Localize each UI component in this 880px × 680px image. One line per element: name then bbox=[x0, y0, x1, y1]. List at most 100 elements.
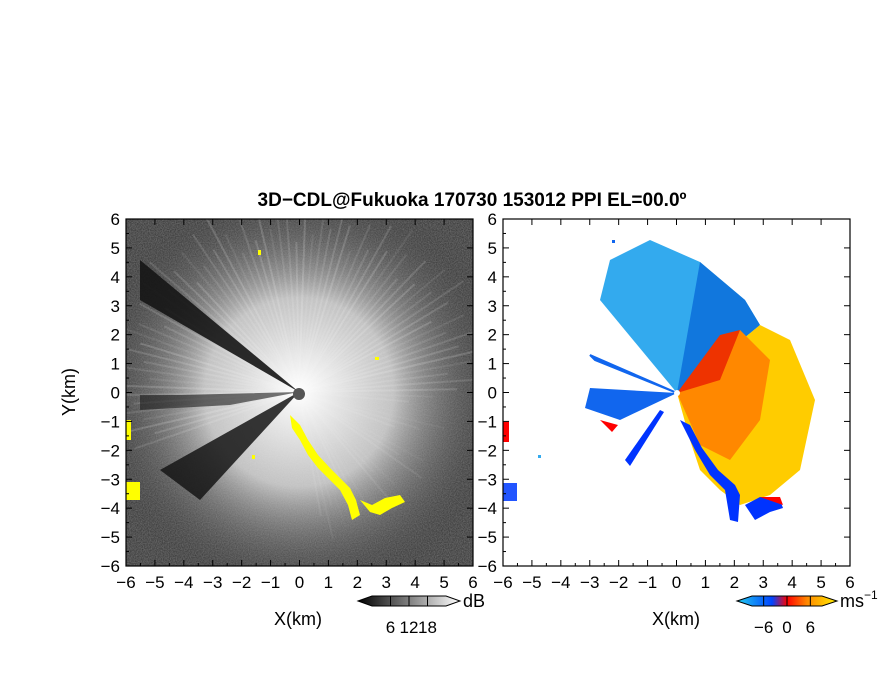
x-tick-label: 1 bbox=[701, 573, 710, 592]
snr-ray bbox=[298, 378, 473, 393]
snr-ray bbox=[258, 219, 300, 393]
snr-field bbox=[126, 219, 473, 566]
velocity-colorbar: −6 0 6 ms −1 bbox=[735, 588, 878, 637]
y-tick-label: 0 bbox=[111, 384, 120, 403]
snr-ray bbox=[298, 391, 396, 428]
snr-xlabel: X(km) bbox=[274, 609, 322, 629]
snr-highlight-dot-1 bbox=[258, 250, 261, 255]
snr-ray bbox=[139, 342, 300, 393]
y-tick-label: 4 bbox=[111, 268, 120, 287]
snr-ylabel: Y(km) bbox=[59, 368, 79, 416]
velocity-colorbar-unit-exponent: −1 bbox=[864, 588, 878, 602]
snr-shadow-sector-3 bbox=[160, 392, 299, 500]
snr-ray bbox=[298, 278, 399, 393]
y-tick-label: −4 bbox=[478, 499, 497, 518]
snr-ray bbox=[298, 229, 414, 393]
chart-title: 3D−CDL@Fukuoka 170730 153012 PPI EL=00.0… bbox=[258, 190, 687, 211]
y-tick-label: −4 bbox=[101, 499, 120, 518]
snr-ray bbox=[298, 391, 375, 474]
snr-ray bbox=[298, 225, 351, 393]
velocity-blue-streak bbox=[625, 410, 664, 466]
snr-ray bbox=[298, 219, 307, 393]
x-tick-label: −2 bbox=[232, 573, 251, 592]
velocity-blue-sector-edge bbox=[677, 262, 760, 393]
snr-colorbar-unit: dB bbox=[463, 591, 485, 611]
y-tick-label: 1 bbox=[111, 355, 120, 374]
x-tick-label: −1 bbox=[638, 573, 657, 592]
x-tick-label: 6 bbox=[845, 573, 854, 592]
y-tick-label: −3 bbox=[101, 470, 120, 489]
y-tick-label: −2 bbox=[101, 441, 120, 460]
snr-ray bbox=[295, 242, 300, 393]
snr-ray bbox=[126, 347, 300, 393]
snr-ray bbox=[126, 391, 300, 433]
y-tick-label: −5 bbox=[101, 528, 120, 547]
snr-ray bbox=[298, 391, 433, 398]
snr-ray bbox=[173, 270, 300, 393]
snr-ray bbox=[298, 388, 457, 393]
snr-ray bbox=[298, 350, 473, 393]
snr-ray bbox=[298, 260, 427, 393]
snr-ray bbox=[205, 219, 300, 393]
x-tick-label: 6 bbox=[468, 573, 477, 592]
snr-ray bbox=[298, 391, 409, 403]
x-tick-label: 0 bbox=[295, 573, 304, 592]
x-tick-label: −1 bbox=[261, 573, 280, 592]
x-tick-label: 1 bbox=[324, 573, 333, 592]
snr-ray bbox=[191, 233, 300, 393]
snr-ray bbox=[298, 391, 397, 486]
snr-ray bbox=[298, 219, 325, 393]
x-tick-label: −5 bbox=[145, 573, 164, 592]
snr-highlight-arc bbox=[290, 415, 360, 520]
snr-ray bbox=[298, 391, 445, 430]
snr-highlight-edge-2 bbox=[126, 482, 140, 500]
snr-shadow-sector-2 bbox=[140, 392, 299, 410]
snr-ray bbox=[126, 391, 300, 397]
velocity-colorbar-unit: ms bbox=[840, 591, 864, 611]
snr-ray bbox=[298, 331, 446, 393]
y-tick-label: 1 bbox=[488, 355, 497, 374]
snr-ray bbox=[139, 302, 300, 393]
snr-ray bbox=[126, 366, 300, 393]
snr-ray bbox=[298, 250, 388, 393]
y-tick-label: 2 bbox=[488, 326, 497, 345]
x-tick-label: −4 bbox=[551, 573, 570, 592]
velocity-dot-1 bbox=[612, 240, 615, 243]
y-tick-label: 6 bbox=[488, 210, 497, 229]
x-tick-label: 3 bbox=[759, 573, 768, 592]
velocity-orange-sector bbox=[677, 330, 770, 460]
snr-ray bbox=[181, 251, 300, 393]
snr-ray bbox=[212, 249, 300, 393]
y-tick-label: −5 bbox=[478, 528, 497, 547]
y-tick-label: 2 bbox=[111, 326, 120, 345]
y-tick-label: −1 bbox=[478, 412, 497, 431]
snr-ray bbox=[126, 384, 300, 393]
y-tick-label: 5 bbox=[488, 239, 497, 258]
y-tick-label: 4 bbox=[488, 268, 497, 287]
snr-ray bbox=[138, 323, 300, 393]
y-tick-label: 0 bbox=[488, 384, 497, 403]
x-tick-label: 5 bbox=[439, 573, 448, 592]
colorbar-tick-label: 6 bbox=[806, 618, 815, 637]
velocity-edge-arc bbox=[680, 420, 740, 522]
snr-ray bbox=[163, 325, 300, 393]
x-tick-label: −2 bbox=[609, 573, 628, 592]
snr-ray bbox=[134, 391, 300, 450]
snr-ray bbox=[298, 301, 449, 393]
y-tick-label: −3 bbox=[478, 470, 497, 489]
snr-ray bbox=[298, 219, 344, 393]
y-tick-label: −2 bbox=[478, 441, 497, 460]
x-tick-label: 4 bbox=[787, 573, 796, 592]
snr-ray bbox=[154, 391, 300, 435]
snr-ray bbox=[203, 265, 300, 393]
velocity-edge-2 bbox=[503, 483, 517, 501]
snr-ray bbox=[241, 252, 300, 393]
x-tick-label: −3 bbox=[203, 573, 222, 592]
colorbar-tick-label: 18 bbox=[418, 618, 437, 637]
snr-ray bbox=[298, 224, 372, 393]
snr-ray bbox=[126, 327, 300, 393]
